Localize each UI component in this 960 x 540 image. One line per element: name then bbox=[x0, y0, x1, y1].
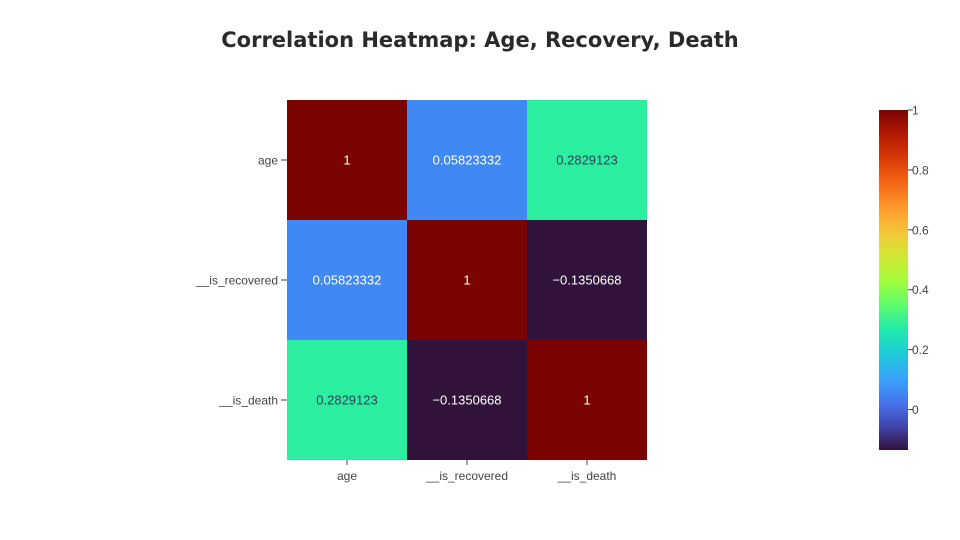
heatmap-cell-label: 0.05823332 bbox=[313, 273, 382, 288]
colorbar-tick-label: 0.8 bbox=[912, 163, 929, 177]
heatmap-cell bbox=[527, 100, 647, 220]
heatmap-cell-label: −0.1350668 bbox=[432, 393, 501, 408]
colorbar-tick-label: 1 bbox=[912, 104, 919, 118]
heatmap-cell bbox=[527, 220, 647, 340]
heatmap-cell-label: 1 bbox=[343, 153, 350, 168]
chart-title: Correlation Heatmap: Age, Recovery, Deat… bbox=[221, 28, 739, 52]
heatmap-cell-label: 1 bbox=[463, 273, 470, 288]
heatmap-cell bbox=[407, 220, 527, 340]
heatmap-cell-label: −0.1350668 bbox=[552, 273, 621, 288]
y-tick-label: __is_recovered bbox=[195, 274, 278, 288]
colorbar: 0 0.2 0.4 0.6 0.8 1 bbox=[879, 104, 929, 450]
colorbar-gradient bbox=[879, 110, 908, 450]
heatmap-cell bbox=[287, 340, 407, 460]
heatmap-cell-label: 0.05823332 bbox=[433, 153, 502, 168]
x-axis: age __is_recovered __is_death bbox=[337, 460, 616, 483]
colorbar-tick-label: 0.6 bbox=[912, 223, 929, 237]
colorbar-tick-label: 0 bbox=[912, 403, 919, 417]
heatmap-cell-label: 1 bbox=[583, 393, 590, 408]
heatmap-cell bbox=[527, 340, 647, 460]
x-tick-label: __is_recovered bbox=[425, 469, 508, 483]
colorbar-tick-label: 0.2 bbox=[912, 343, 929, 357]
y-tick-label: age bbox=[258, 154, 278, 168]
heatmap-cell bbox=[407, 100, 527, 220]
x-tick-label: age bbox=[337, 469, 357, 483]
y-axis: age __is_recovered __is_death bbox=[195, 154, 287, 408]
x-tick-label: __is_death bbox=[557, 469, 617, 483]
heatmap-cell bbox=[287, 220, 407, 340]
y-tick-label: __is_death bbox=[218, 394, 278, 408]
heatmap-cell bbox=[287, 100, 407, 220]
colorbar-tick-label: 0.4 bbox=[912, 283, 929, 297]
heatmap-cells bbox=[287, 100, 647, 460]
heatmap-cell-label: 0.2829123 bbox=[556, 153, 617, 168]
heatmap-cell-labels: 1 0.05823332 0.2829123 0.05823332 1 −0.135066… bbox=[313, 153, 622, 408]
heatmap-cell bbox=[407, 340, 527, 460]
heatmap-cell-label: 0.2829123 bbox=[316, 393, 377, 408]
